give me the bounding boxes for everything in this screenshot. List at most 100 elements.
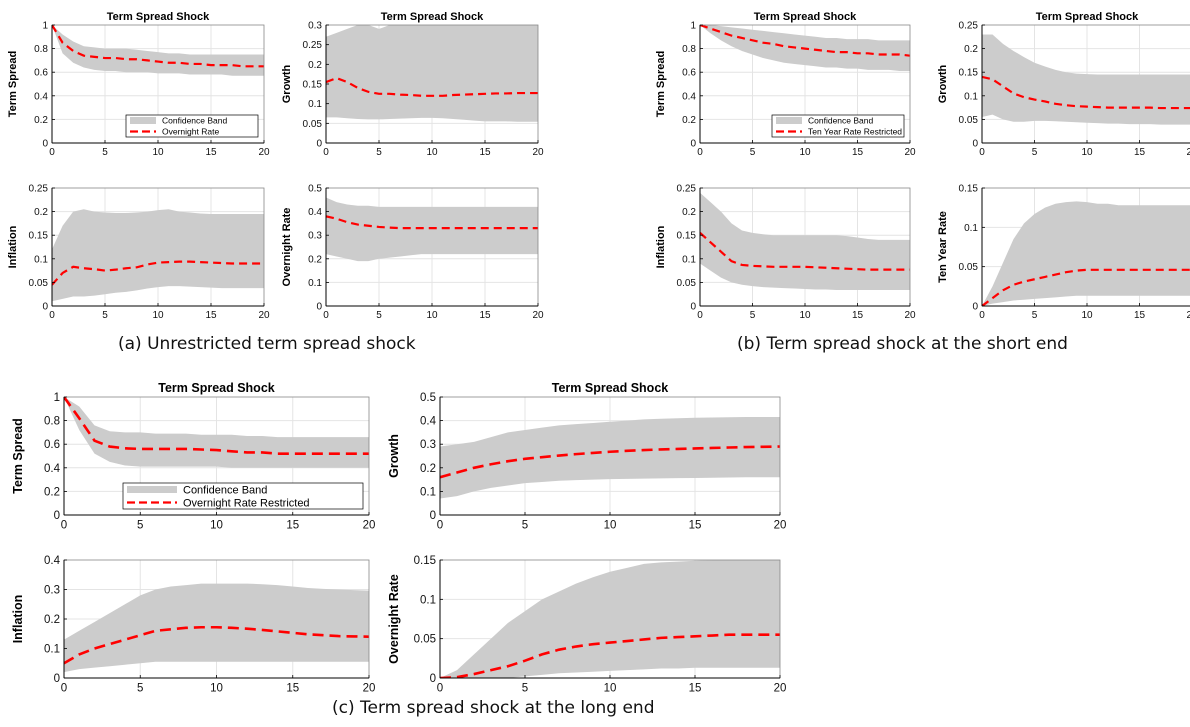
x-tick-label: 0 (437, 683, 443, 695)
x-tick-label: 5 (102, 147, 108, 158)
y-tick-label: 0.6 (44, 439, 60, 451)
x-tick-label: 20 (532, 310, 544, 321)
y-axis-label: Growth (937, 64, 949, 103)
response-line (52, 25, 264, 68)
x-tick-label: 10 (1081, 310, 1093, 321)
chart-6: 0 5 10 15 20 0 0.05 0.1 0.15 0.2 0.25 Term Spread S… (937, 11, 1190, 158)
confidence-band (52, 25, 264, 76)
x-tick-label: 5 (376, 147, 382, 158)
y-tick-label: 0.15 (303, 80, 323, 91)
x-tick-label: 0 (323, 310, 329, 321)
confidence-band (982, 34, 1190, 125)
x-tick-label: 5 (750, 310, 756, 321)
x-tick-label: 15 (1134, 310, 1146, 321)
y-tick-label: 0.25 (29, 184, 49, 195)
chart-title: Term Spread Shock (158, 381, 275, 395)
response-line (440, 445, 780, 479)
y-tick-label: 1 (54, 392, 60, 404)
y-tick-label: 0.8 (44, 416, 60, 428)
y-tick-label: 0.5 (420, 392, 436, 404)
x-tick-label: 20 (1186, 310, 1190, 321)
chart-4: 0 5 10 15 20 0 0.1 0.2 0.3 0.4 0.5 Overnight Rate (281, 184, 544, 322)
x-tick-label: 0 (323, 147, 329, 158)
x-tick-label: 20 (532, 147, 544, 158)
y-tick-label: 0.05 (677, 278, 697, 289)
x-tick-label: 15 (205, 147, 217, 158)
confidence-band (440, 417, 780, 499)
chart-12: 0 5 10 15 20 0 0.05 0.1 0.15 Overnight Rate (387, 555, 786, 694)
x-tick-label: 15 (852, 310, 864, 321)
x-tick-label: 15 (286, 683, 299, 695)
chart-11: 0 5 10 15 20 0 0.1 0.2 0.3 0.4 Inflation (11, 555, 375, 694)
y-tick-label: 0.1 (44, 644, 60, 656)
y-tick-label: 0.05 (303, 119, 323, 130)
y-tick-label: 0.4 (44, 555, 61, 567)
x-tick-label: 0 (437, 520, 443, 532)
y-tick-label: 0 (316, 139, 322, 150)
chart-3: 0 5 10 15 20 0 0.05 0.1 0.15 0.2 0.25 Inflation (7, 184, 270, 322)
y-tick-label: 0.6 (682, 68, 696, 79)
y-tick-label: 0.2 (44, 614, 60, 626)
y-tick-label: 0.3 (44, 585, 60, 597)
x-tick-label: 5 (750, 147, 756, 158)
y-tick-label: 0 (42, 302, 48, 313)
x-tick-label: 20 (258, 310, 270, 321)
y-tick-label: 0.2 (682, 207, 696, 218)
y-tick-label: 0.1 (420, 594, 436, 606)
chart-9: 0 5 10 15 20 0 0.2 0.4 0.6 0.8 1 Term Spread Shock T… (11, 381, 375, 532)
x-tick-label: 15 (852, 147, 864, 158)
response-line (440, 633, 780, 678)
legend-band-swatch (127, 486, 177, 493)
response-line (700, 25, 910, 57)
x-tick-label: 10 (604, 520, 617, 532)
x-tick-label: 15 (205, 310, 217, 321)
x-tick-label: 10 (1081, 147, 1093, 158)
y-tick-label: 0.1 (420, 486, 436, 498)
response-line (326, 215, 538, 230)
legend-entry: Overnight Rate Restricted (183, 497, 310, 509)
y-tick-label: 0.1 (34, 254, 48, 265)
y-tick-label: 0.4 (44, 463, 61, 475)
confidence-band (64, 397, 369, 468)
x-tick-label: 10 (799, 147, 811, 158)
chart-2: 0 5 10 15 20 0 0.05 0.1 0.15 0.2 0.25 0.3 Term Sprea… (281, 11, 544, 158)
y-tick-label: 0.3 (420, 439, 436, 451)
y-tick-label: 0 (316, 302, 322, 313)
y-tick-label: 0.1 (964, 91, 978, 102)
y-tick-label: 0.15 (677, 231, 697, 242)
chart-10: 0 5 10 15 20 0 0.1 0.2 0.3 0.4 0.5 Term Spread Shoc… (387, 381, 786, 532)
confidence-band (52, 209, 264, 302)
x-tick-label: 10 (152, 310, 164, 321)
confidence-band (700, 192, 910, 290)
y-tick-label: 0.4 (682, 91, 696, 102)
x-tick-label: 10 (799, 310, 811, 321)
y-tick-label: 0.8 (34, 44, 48, 55)
y-tick-label: 0.25 (303, 40, 323, 51)
legend-box (771, 114, 905, 138)
chart-title: Term Spread Shock (381, 11, 484, 23)
chart-title: Term Spread Shock (107, 11, 210, 23)
x-tick-label: 0 (49, 310, 55, 321)
response-line (326, 76, 538, 97)
y-tick-label: 0.3 (308, 21, 322, 32)
x-tick-label: 0 (61, 520, 67, 532)
y-axis-label: Term Spread (7, 51, 19, 117)
y-tick-label: 0.15 (959, 68, 979, 79)
legend-band-swatch (776, 117, 802, 124)
x-tick-label: 10 (604, 683, 617, 695)
y-axis-label: Growth (281, 64, 293, 103)
y-tick-label: 0.1 (682, 254, 696, 265)
x-tick-label: 20 (904, 147, 916, 158)
y-tick-label: 0.2 (964, 44, 978, 55)
y-tick-label: 0.2 (420, 463, 436, 475)
x-tick-label: 10 (210, 520, 223, 532)
response-line (64, 397, 369, 455)
y-tick-label: 0 (54, 510, 60, 522)
x-tick-label: 10 (426, 310, 438, 321)
x-tick-label: 5 (137, 683, 143, 695)
y-tick-label: 0.05 (959, 115, 979, 126)
y-tick-label: 0 (690, 139, 696, 150)
x-tick-label: 5 (1032, 147, 1038, 158)
x-tick-label: 20 (363, 520, 376, 532)
